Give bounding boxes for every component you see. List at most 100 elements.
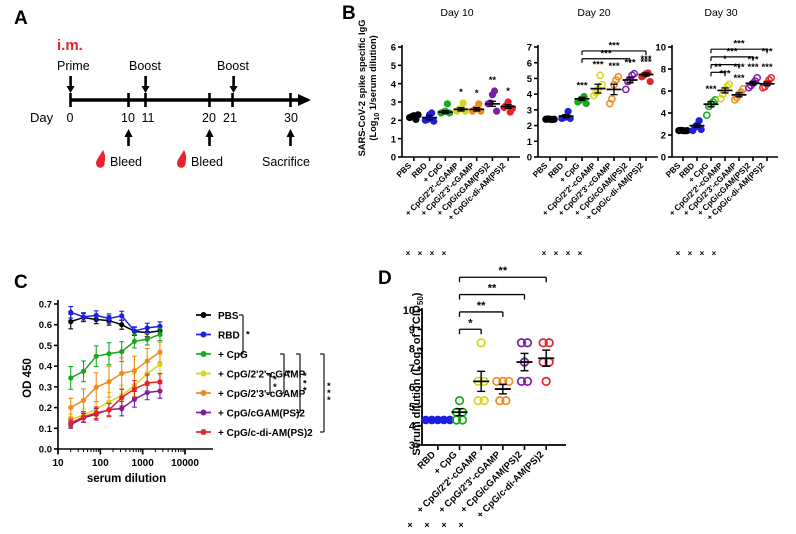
legend-item-1: RBD (196, 330, 240, 341)
y-tick-label: 6 (661, 87, 666, 98)
significance-bracket: *** (710, 39, 768, 54)
significance-stars: * (459, 87, 463, 98)
significance-stars: * (327, 388, 331, 399)
x-axis-label: PBS (531, 161, 550, 180)
data-point (621, 85, 630, 94)
event-boost1-label: Boost (129, 59, 161, 73)
panel-b-ylabel-l2: (Log10 1/serum dilution) (368, 35, 381, 141)
legend-label: + CpG/c-di-AM(PS)2 (218, 428, 313, 439)
data-point (93, 312, 99, 318)
data-point (479, 395, 489, 406)
y-tick-label: 0.5 (39, 341, 53, 352)
panel-b-chart-title: Day 20 (577, 7, 610, 19)
data-group-3: * (453, 87, 469, 115)
timeline-arrowhead-icon (298, 94, 311, 106)
y-tick-label: 0.7 (39, 300, 52, 311)
data-group-2 (473, 338, 490, 406)
data-point (475, 100, 483, 108)
data-point (702, 111, 711, 120)
significance-stars: *** (608, 61, 619, 72)
data-group-6: * (500, 86, 516, 116)
significance-stars: *** (624, 58, 635, 69)
legend-item-2: + CpG (196, 350, 248, 361)
data-point (131, 368, 138, 374)
data-point (80, 414, 87, 420)
data-group-3: *** (589, 59, 607, 100)
data-point (68, 404, 74, 411)
significance-stars: * (246, 330, 250, 341)
data-point (157, 323, 163, 329)
legend-marker (200, 351, 207, 357)
data-point (445, 415, 455, 425)
data-point (106, 379, 112, 385)
series-1 (68, 305, 163, 336)
significance-bracket-2: ** (458, 283, 526, 300)
data-group-1 (558, 107, 574, 123)
y-tick-label: 3 (527, 105, 532, 116)
significance-stars: *** (705, 84, 716, 95)
data-point (144, 325, 150, 331)
data-point (119, 313, 125, 319)
y-tick-label: 9 (409, 324, 415, 336)
y-tick-label: 0 (527, 153, 532, 164)
event-boost2-label: Boost (217, 59, 249, 73)
significance-stars: ** (477, 300, 486, 312)
significance-bracket-3: ** (458, 265, 547, 283)
data-point (93, 384, 99, 390)
data-point (106, 407, 112, 413)
tick-label-20: 20 (202, 111, 216, 125)
significance-bracket: *** (581, 48, 631, 63)
y-tick-label: 1 (391, 134, 397, 145)
data-point (522, 338, 533, 348)
y-tick-label: 8 (661, 65, 666, 76)
y-tick-label: 0 (661, 153, 666, 164)
arrow-bleed1-icon (124, 129, 133, 146)
data-point (68, 319, 74, 325)
significance-stars: *** (608, 40, 619, 51)
y-tick-label: 0.4 (39, 362, 53, 373)
significance-bracket-2: * (280, 353, 291, 394)
y-tick-label: 0.6 (39, 320, 52, 331)
data-point (476, 338, 486, 348)
data-group-6: *** (638, 57, 654, 86)
x-axis-title: serum dilution (87, 473, 166, 485)
y-tick-label: 5 (409, 401, 415, 413)
data-point (454, 395, 465, 406)
data-point (522, 376, 533, 387)
significance-stars: * (327, 381, 331, 392)
data-point (582, 99, 590, 108)
data-point (157, 349, 163, 355)
significance-bracket-1: ** (266, 372, 277, 394)
data-point (106, 315, 112, 322)
data-point (730, 95, 739, 104)
significance-stars: *** (640, 57, 651, 68)
panel-b-chart-title: Day 30 (704, 7, 737, 19)
data-point (157, 331, 163, 338)
event-bleed2-label: Bleed (191, 155, 223, 169)
significance-stars: *** (733, 73, 744, 84)
y-tick-label: 8 (409, 344, 415, 356)
significance-stars: * (273, 375, 277, 386)
event-sacrifice-label: Sacrifice (262, 155, 310, 169)
significance-stars: * (475, 88, 479, 99)
y-tick-label: 5 (527, 74, 533, 85)
data-group-0 (421, 415, 455, 425)
data-point (493, 107, 501, 115)
legend-item-0: PBS (196, 311, 239, 322)
x-marker: × (441, 520, 446, 530)
legend-label: + CpG/2'3'-cGAMP (218, 389, 306, 400)
data-point (80, 397, 87, 403)
legend-marker (200, 429, 207, 435)
data-point (68, 420, 74, 426)
significance-bracket-0: * (458, 317, 482, 335)
data-point (119, 395, 125, 401)
axis-name-day: Day (30, 110, 54, 125)
data-point (490, 87, 499, 95)
legend-label: + CpG/2'2'-cGAMP (218, 369, 306, 380)
arrow-boost2-icon (229, 76, 238, 93)
data-point (93, 410, 99, 416)
significance-stars: ** (714, 62, 722, 73)
